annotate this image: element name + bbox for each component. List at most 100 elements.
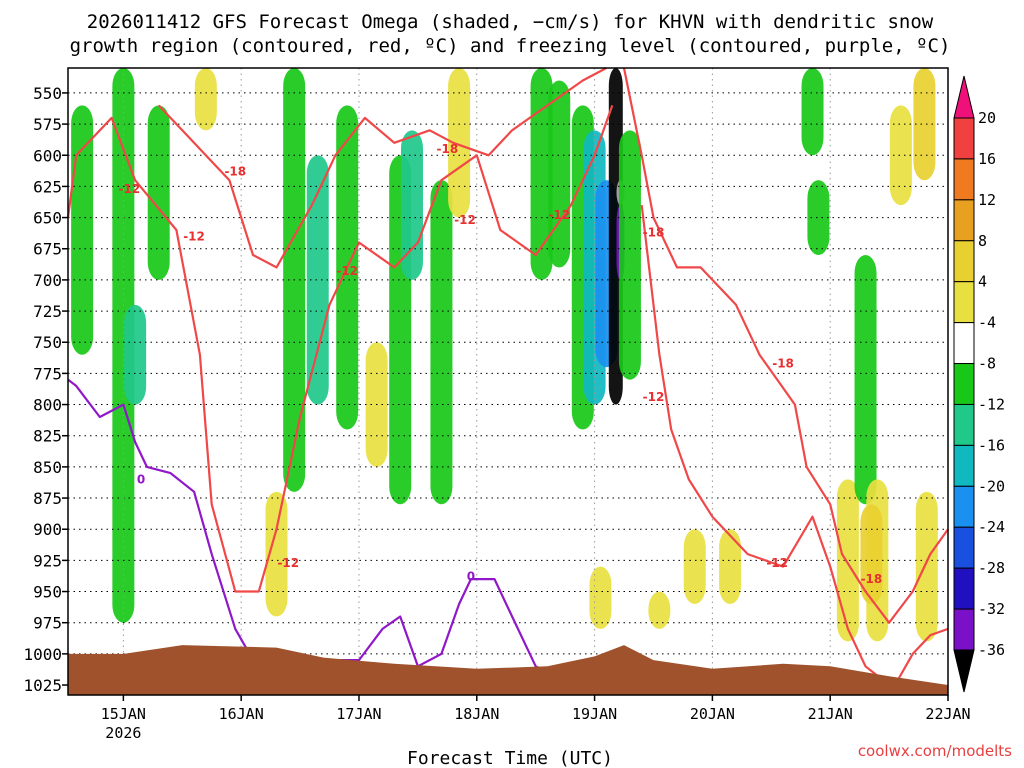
omega-shade-7 [306,155,329,405]
x-tick-label-19JAN: 19JAN [572,705,617,723]
colorbar-label-9: -20 [978,477,1005,495]
x-tick-label-21JAN: 21JAN [808,705,853,723]
y-tick-label-975: 975 [33,614,62,633]
y-tick-label-750: 750 [33,333,62,352]
omega-shading-layer [71,68,938,642]
colorbar-bottom-triangle [953,649,975,693]
omega-shade-1 [112,68,135,623]
colorbar-segment-4 [953,281,975,324]
colorbar-segment-12 [953,608,975,651]
colorbar-segment-2 [953,199,975,242]
colorbar-label-12: -32 [978,600,1005,618]
colorbar-segment-7 [953,403,975,446]
dgz-contour-3 [640,204,890,686]
colorbar-segment-6 [953,363,975,405]
omega-shade-2 [124,304,147,405]
omega-shade-30 [854,254,877,505]
colorbar-segment-0 [953,117,975,160]
dgz-contour-4 [894,627,949,686]
omega-shade-28 [807,180,830,255]
omega-shade-12 [430,180,453,505]
y-tick-label-725: 725 [33,302,62,321]
contour-label-6: -12 [336,264,358,278]
colorbar-label-0: 20 [978,109,996,127]
colorbar-label-11: -28 [978,559,1005,577]
y-tick-label-875: 875 [33,489,62,508]
colorbar-segment-5 [953,322,975,365]
contour-label-4: -12 [454,213,476,227]
y-tick-label-600: 600 [33,146,62,165]
x-tick-label-15JAN: 15JAN [101,705,146,723]
chart-title-line-1: 2026011412 GFS Forecast Omega (shaded, −… [87,11,934,33]
omega-shade-25 [683,529,706,605]
watermark-text: coolwx.com/modelts [858,742,1012,760]
contour-label-2: -12 [183,229,205,243]
gridlines [68,68,948,695]
colorbar-top-triangle [953,75,975,119]
omega-shade-27 [801,68,824,156]
colorbar-label-6: -8 [978,355,996,373]
omega-shade-22 [618,130,641,380]
plot-frame [67,67,949,696]
omega-shade-34 [913,68,936,181]
omega-shade-26 [719,529,742,605]
colorbar-label-5: -4 [978,314,996,332]
contour-label-14: 0 [467,570,475,584]
colorbar-segment-10 [953,526,975,569]
contour-label-9: -12 [643,390,665,404]
colorbar-label-1: 16 [978,150,996,168]
y-tick-label-625: 625 [33,177,62,196]
dendritic-growth-contours [66,67,949,686]
y-tick-label-1000: 1000 [23,645,62,664]
y-axis-ticks: 550 575 600 625 650 675 700 725 750 775 800 825 850 8… [23,84,68,695]
omega-shade-5 [265,491,288,617]
contour-label-13: 0 [137,472,145,486]
y-tick-label-825: 825 [33,427,62,446]
contour-label-3: -18 [436,142,458,156]
omega-shade-13 [448,68,471,218]
colorbar-segment-9 [953,485,975,528]
y-tick-label-700: 700 [33,271,62,290]
y-tick-label-550: 550 [33,84,62,103]
freezing-level-contours [67,378,560,680]
colorbar-segment-11 [953,567,975,610]
colorbar-segment-1 [953,158,975,201]
omega-shade-35 [915,491,938,642]
x-tick-label-22JAN: 22JAN [925,705,970,723]
contour-label-12: -18 [861,572,883,586]
y-tick-label-675: 675 [33,240,62,259]
x-tick-label-16JAN: 16JAN [219,705,264,723]
y-tick-label-850: 850 [33,458,62,477]
omega-shade-15 [548,80,571,268]
y-tick-label-1025: 1025 [23,676,62,695]
freezing-contour-0 [67,378,254,661]
omega-shade-29 [836,479,859,642]
omega-shade-33 [889,105,912,206]
y-tick-label-925: 925 [33,551,62,570]
colorbar-label-10: -24 [978,518,1005,536]
contour-label-10: -18 [772,356,794,370]
y-tick-label-950: 950 [33,583,62,602]
x-tick-label-17JAN: 17JAN [336,705,381,723]
ground-surface [68,645,948,695]
x-tick-label-20JAN: 20JAN [690,705,735,723]
omega-shade-23 [589,566,612,629]
contour-label-11: -12 [766,556,788,570]
colorbar-label-4: 4 [978,273,987,291]
y-tick-label-775: 775 [33,364,62,383]
contour-labels: -12 -18 -12 -18 -12 -12 -12 -18 -12 -12 -18 -12 -18 0… [118,142,882,586]
colorbar-label-13: -36 [978,641,1005,659]
y-tick-label-800: 800 [33,396,62,415]
colorbar: 20 16 12 8 4 -4 -8 -12 -16 -20 -24 -28 -32 -36 [953,75,1005,693]
terrain-layer [68,645,948,695]
contour-label-1: -18 [224,164,246,178]
omega-shade-14 [530,68,553,280]
x-axis-label: Forecast Time (UTC) [407,748,613,768]
y-tick-label-575: 575 [33,115,62,134]
contour-label-0: -12 [118,182,140,196]
y-tick-label-650: 650 [33,209,62,228]
colorbar-label-7: -12 [978,395,1005,413]
colorbar-label-2: 12 [978,191,996,209]
contour-label-7: -18 [643,226,665,240]
